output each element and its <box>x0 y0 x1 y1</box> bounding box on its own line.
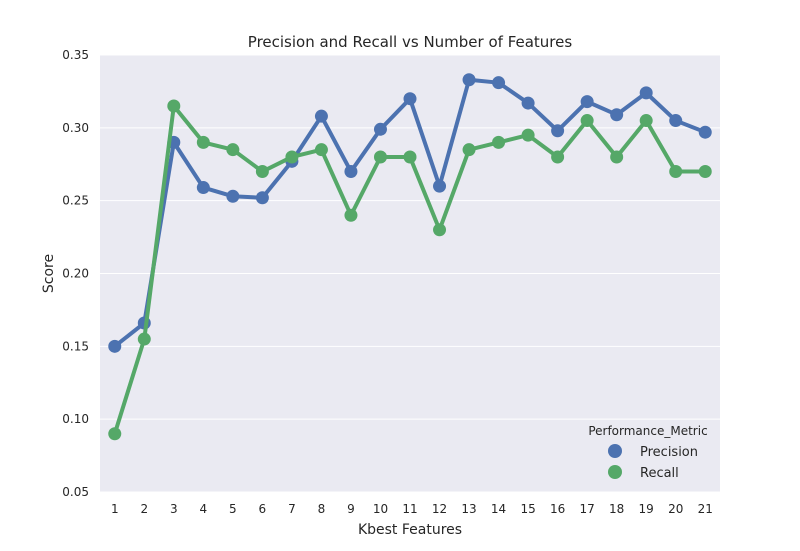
x-tick-label: 10 <box>373 502 388 516</box>
x-tick-label: 2 <box>140 502 148 516</box>
data-point <box>492 135 506 149</box>
y-tick-label: 0.30 <box>62 121 89 135</box>
data-point <box>226 143 240 157</box>
x-tick-label: 12 <box>432 502 447 516</box>
data-point <box>314 109 328 123</box>
data-point <box>551 124 565 138</box>
data-point <box>639 114 653 128</box>
data-point <box>580 95 594 109</box>
x-tick-label: 1 <box>111 502 119 516</box>
y-tick-label: 0.05 <box>62 485 89 499</box>
data-point <box>344 165 358 179</box>
x-tick-label: 17 <box>580 502 595 516</box>
x-axis-label: Kbest Features <box>358 522 462 538</box>
legend-item: Recall <box>608 465 679 481</box>
legend-marker <box>608 444 622 458</box>
data-point <box>433 179 447 193</box>
data-point <box>344 208 358 222</box>
x-tick-label: 19 <box>639 502 654 516</box>
x-tick-label: 8 <box>318 502 326 516</box>
legend-label: Precision <box>640 445 698 460</box>
data-point <box>285 150 299 164</box>
series-precision <box>108 73 712 353</box>
gridlines <box>100 54 720 493</box>
chart-title: Precision and Recall vs Number of Featur… <box>248 33 573 51</box>
y-tick-label: 0.15 <box>62 339 89 353</box>
y-tick-label: 0.10 <box>62 412 89 426</box>
x-tick-label: 11 <box>402 502 417 516</box>
data-point <box>314 143 328 157</box>
legend-item: Precision <box>608 444 698 460</box>
x-tick-label: 21 <box>698 502 713 516</box>
data-point <box>521 96 535 110</box>
data-point <box>226 189 240 203</box>
y-tick-label: 0.20 <box>62 267 89 281</box>
data-point <box>521 128 535 142</box>
x-tick-label: 6 <box>259 502 267 516</box>
y-axis-ticks: 0.05 0.10 0.15 0.20 0.25 0.30 0.35 <box>62 48 89 499</box>
data-point <box>492 76 506 90</box>
x-tick-label: 16 <box>550 502 565 516</box>
data-point <box>580 114 594 128</box>
legend-label: Recall <box>640 466 679 481</box>
legend-marker <box>608 465 622 479</box>
data-point <box>462 73 476 87</box>
data-point <box>196 135 210 149</box>
y-tick-label: 0.35 <box>62 48 89 62</box>
x-tick-label: 20 <box>668 502 683 516</box>
x-tick-label: 18 <box>609 502 624 516</box>
data-point <box>698 125 712 139</box>
series-recall <box>108 99 712 441</box>
x-tick-label: 14 <box>491 502 506 516</box>
x-axis-ticks: 1 2 3 4 5 6 7 8 9 10 11 12 13 14 15 16 17 18 19 20 21 <box>111 502 713 516</box>
data-point <box>255 191 269 205</box>
data-point <box>669 165 683 179</box>
data-point <box>137 332 151 346</box>
data-point <box>462 143 476 157</box>
data-point <box>255 165 269 179</box>
data-point <box>551 150 565 164</box>
data-point <box>403 92 417 106</box>
x-tick-label: 9 <box>347 502 355 516</box>
x-tick-label: 3 <box>170 502 178 516</box>
data-point <box>610 150 624 164</box>
legend-title: Performance_Metric <box>588 424 707 438</box>
data-point <box>669 114 683 128</box>
x-tick-label: 4 <box>200 502 208 516</box>
data-point <box>403 150 417 164</box>
x-tick-label: 13 <box>461 502 476 516</box>
legend: Performance_Metric Precision Recall <box>588 424 707 481</box>
data-point <box>108 339 122 353</box>
data-point <box>698 165 712 179</box>
data-point <box>373 150 387 164</box>
y-axis-label: Score <box>41 254 57 293</box>
x-tick-label: 5 <box>229 502 237 516</box>
data-point <box>196 181 210 195</box>
x-tick-label: 7 <box>288 502 296 516</box>
y-tick-label: 0.25 <box>62 194 89 208</box>
data-point <box>167 99 181 113</box>
data-point <box>108 427 122 441</box>
x-tick-label: 15 <box>520 502 535 516</box>
data-point <box>373 122 387 136</box>
series-group <box>108 73 712 441</box>
data-point <box>639 86 653 100</box>
data-point <box>610 108 624 122</box>
data-point <box>433 223 447 237</box>
